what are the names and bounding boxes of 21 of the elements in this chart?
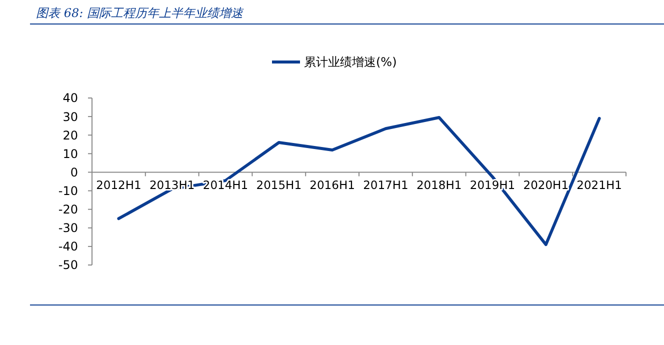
- chart-title: 图表 68: 国际工程历年上半年业绩增速: [36, 6, 244, 20]
- y-tick-label: -50: [58, 258, 78, 272]
- x-tick-label: 2021H1: [576, 178, 622, 192]
- y-tick-label: 0: [70, 165, 78, 180]
- y-tick-label: 40: [62, 91, 78, 106]
- y-tick-label: -10: [58, 184, 78, 198]
- x-tick-label: 2013H1: [149, 178, 195, 192]
- x-tick-label: 2012H1: [96, 178, 142, 192]
- y-tick-label: -30: [58, 221, 78, 236]
- y-tick-label: 10: [62, 146, 78, 161]
- y-tick-label: -20: [58, 202, 78, 217]
- x-tick-label: 2014H1: [202, 178, 248, 192]
- y-tick-label: 30: [62, 110, 78, 124]
- legend-label: 累计业绩增速(%): [304, 55, 397, 70]
- x-tick-label: 2018H1: [416, 178, 462, 192]
- x-tick-label: 2020H1: [523, 178, 569, 192]
- y-tick-label: -40: [58, 240, 78, 254]
- y-tick-label: 20: [62, 128, 78, 142]
- x-tick-label: 2016H1: [310, 178, 355, 192]
- x-tick-label: 2017H1: [363, 178, 408, 192]
- x-tick-label: 2015H1: [256, 178, 302, 192]
